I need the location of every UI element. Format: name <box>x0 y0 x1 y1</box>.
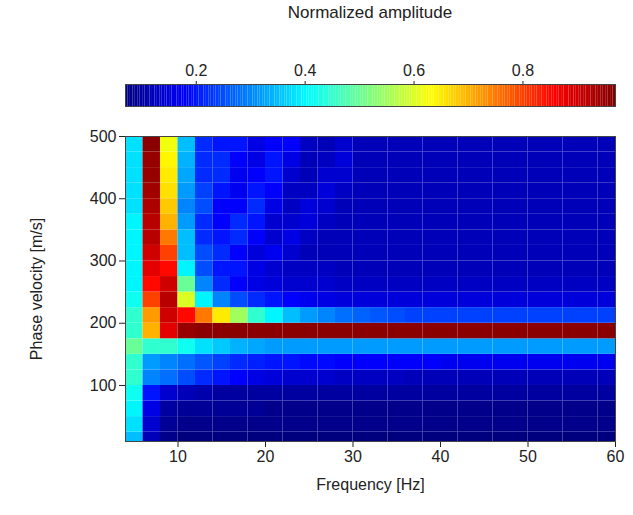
svg-text:0.2: 0.2 <box>185 62 207 79</box>
svg-text:300: 300 <box>90 252 117 269</box>
svg-text:10: 10 <box>169 448 187 465</box>
svg-text:400: 400 <box>90 190 117 207</box>
svg-text:Phase velocity [m/s]: Phase velocity [m/s] <box>28 218 45 360</box>
svg-text:0.8: 0.8 <box>512 62 534 79</box>
svg-text:500: 500 <box>90 128 117 145</box>
svg-text:Frequency [Hz]: Frequency [Hz] <box>316 476 424 493</box>
html-text:Normalized amplitude: Normalized amplitude <box>287 3 453 22</box>
svg-text:50: 50 <box>519 448 537 465</box>
svg-text:100: 100 <box>90 377 117 394</box>
svg-text:60: 60 <box>607 448 625 465</box>
svg-text:20: 20 <box>257 448 275 465</box>
svg-text:0.6: 0.6 <box>403 62 425 79</box>
svg-text:30: 30 <box>344 448 362 465</box>
svg-text:0.4: 0.4 <box>294 62 316 79</box>
svg-text:200: 200 <box>90 314 117 331</box>
svg-text:40: 40 <box>432 448 450 465</box>
